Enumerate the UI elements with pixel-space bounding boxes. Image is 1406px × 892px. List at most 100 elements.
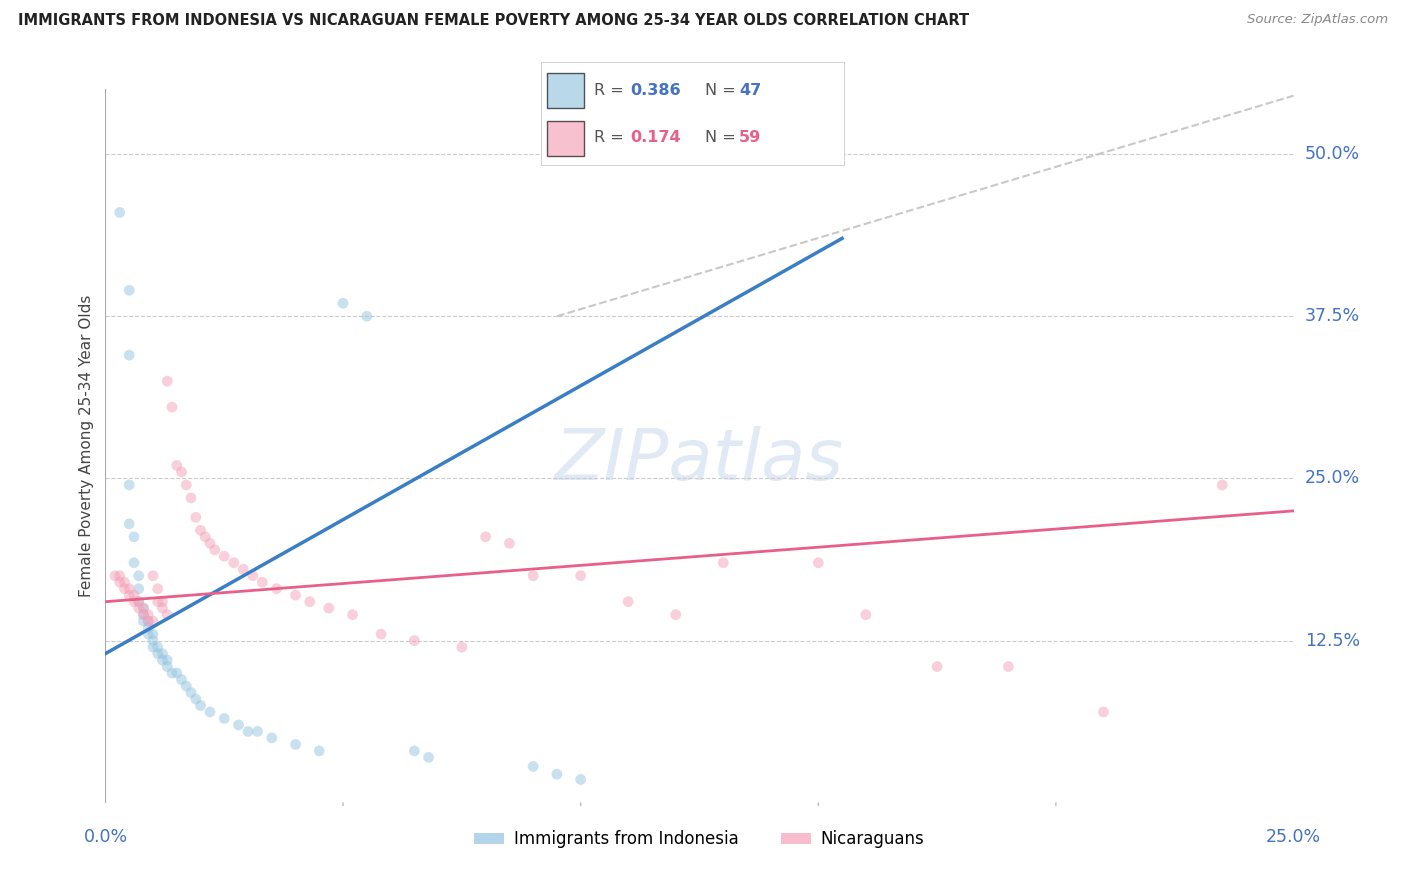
Point (246, 724, 269, 739)
Point (174, 679, 197, 693)
Point (180, 491, 202, 505)
Point (308, 744, 330, 758)
Point (855, 607, 877, 622)
Point (418, 750, 440, 764)
Point (260, 731, 283, 745)
Point (228, 718, 250, 732)
Point (170, 465, 193, 479)
Legend: Immigrants from Indonesia, Nicaraguans: Immigrants from Indonesia, Nicaraguans (468, 824, 931, 855)
Point (118, 348, 141, 362)
Text: R =: R = (595, 130, 634, 145)
Point (128, 595, 150, 609)
Point (132, 607, 155, 622)
Point (242, 568, 264, 582)
Point (184, 692, 207, 706)
Point (160, 400, 183, 414)
Text: ZIPatlas: ZIPatlas (555, 425, 844, 495)
Text: 37.5%: 37.5% (1305, 307, 1360, 326)
Point (252, 575, 274, 590)
FancyBboxPatch shape (547, 73, 583, 108)
Point (152, 653, 174, 667)
Point (108, 575, 131, 590)
Point (711, 556, 734, 570)
Point (128, 595, 150, 609)
Point (132, 607, 155, 622)
Point (184, 510, 207, 524)
Point (122, 556, 145, 570)
Point (332, 296, 354, 310)
Point (122, 530, 145, 544)
Text: Source: ZipAtlas.com: Source: ZipAtlas.com (1247, 13, 1388, 27)
Point (190, 698, 212, 713)
Point (142, 568, 165, 582)
Point (522, 568, 544, 582)
Text: 25.0%: 25.0% (1265, 828, 1322, 846)
Point (569, 568, 592, 582)
Point (104, 568, 127, 582)
Point (142, 633, 165, 648)
Point (222, 556, 245, 570)
Point (569, 772, 592, 787)
Point (236, 724, 259, 739)
Point (152, 647, 174, 661)
Point (174, 478, 197, 492)
Point (114, 582, 136, 596)
Point (404, 744, 426, 758)
Point (194, 530, 217, 544)
Point (160, 666, 183, 681)
Point (152, 601, 174, 615)
Point (128, 601, 150, 615)
Point (136, 607, 159, 622)
Point (136, 614, 159, 628)
Point (152, 595, 174, 609)
Point (118, 582, 141, 596)
Point (546, 767, 568, 781)
Point (108, 205, 131, 219)
Text: 12.5%: 12.5% (1305, 632, 1360, 649)
Text: 59: 59 (740, 130, 762, 145)
Point (204, 542, 226, 557)
Point (214, 711, 236, 725)
Point (136, 627, 159, 641)
Point (450, 640, 472, 654)
Point (156, 374, 179, 388)
Point (118, 478, 141, 492)
Point (190, 524, 212, 538)
Point (142, 627, 165, 641)
Point (156, 653, 179, 667)
Point (266, 582, 288, 596)
Text: 25.0%: 25.0% (1305, 469, 1360, 487)
Point (498, 536, 520, 550)
Point (318, 601, 340, 615)
Point (180, 685, 202, 699)
Point (146, 595, 169, 609)
Point (1092, 705, 1115, 719)
Point (128, 568, 150, 582)
Text: 47: 47 (740, 83, 762, 97)
Point (128, 582, 150, 596)
Point (284, 588, 307, 602)
Text: 0.386: 0.386 (630, 83, 681, 97)
Text: 50.0%: 50.0% (1305, 145, 1360, 163)
Point (356, 310, 378, 324)
Point (232, 562, 254, 576)
Text: 0.0%: 0.0% (83, 828, 128, 846)
Point (146, 647, 169, 661)
Point (118, 588, 141, 602)
Point (118, 516, 141, 531)
Point (370, 627, 392, 641)
Text: R =: R = (595, 83, 628, 97)
Point (142, 640, 165, 654)
Point (170, 673, 193, 687)
Point (665, 607, 688, 622)
Point (122, 595, 145, 609)
Point (522, 759, 544, 773)
Point (156, 659, 179, 673)
Text: N =: N = (704, 130, 741, 145)
Point (807, 556, 830, 570)
Point (198, 705, 221, 719)
Y-axis label: Female Poverty Among 25-34 Year Olds: Female Poverty Among 25-34 Year Olds (79, 295, 94, 597)
Point (342, 607, 364, 622)
Point (132, 601, 155, 615)
Point (136, 614, 159, 628)
